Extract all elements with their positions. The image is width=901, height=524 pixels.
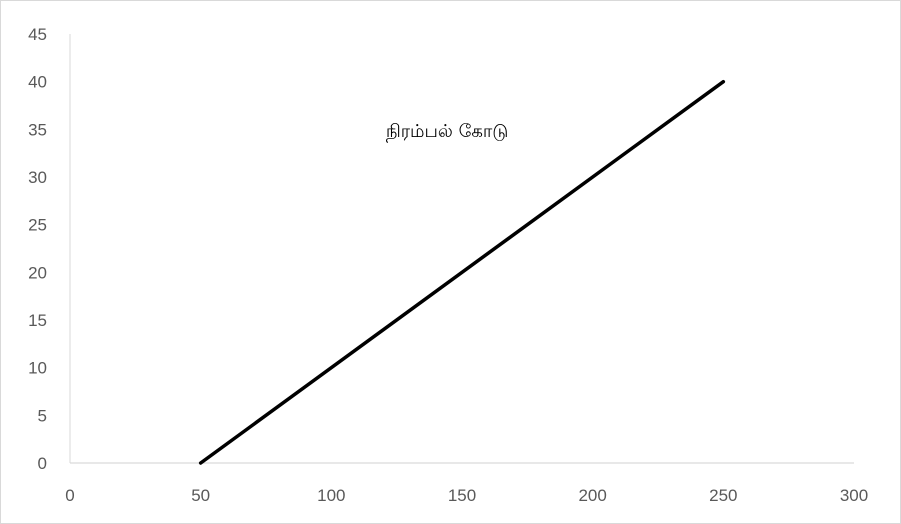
x-tick-label: 100 — [317, 486, 345, 505]
annotation-group: நிரம்பல் கோடு — [386, 121, 509, 143]
x-tick-label: 0 — [65, 486, 74, 505]
x-tick-label: 250 — [709, 486, 737, 505]
supply-line — [198, 79, 726, 465]
series-group — [198, 79, 726, 465]
y-tick-label: 30 — [28, 168, 47, 187]
y-tick-label: 15 — [28, 311, 47, 330]
y-tick-label: 0 — [38, 454, 47, 473]
x-tick-label: 50 — [191, 486, 210, 505]
y-tick-label: 35 — [28, 120, 47, 139]
x-tick-label: 150 — [448, 486, 476, 505]
line-annotation: நிரம்பல் கோடு — [386, 121, 509, 143]
x-axis-ticks: 0 50 100 150 200 250 300 — [65, 486, 868, 505]
y-tick-label: 45 — [28, 25, 47, 44]
y-tick-label: 40 — [28, 73, 47, 92]
y-tick-label: 25 — [28, 216, 47, 235]
x-tick-label: 200 — [578, 486, 606, 505]
x-tick-label: 300 — [840, 486, 868, 505]
y-axis-ticks: 0 5 10 15 20 25 30 35 40 45 — [28, 25, 47, 473]
y-tick-label: 5 — [38, 406, 47, 425]
y-tick-label: 10 — [28, 359, 47, 378]
y-tick-label: 20 — [28, 263, 47, 282]
